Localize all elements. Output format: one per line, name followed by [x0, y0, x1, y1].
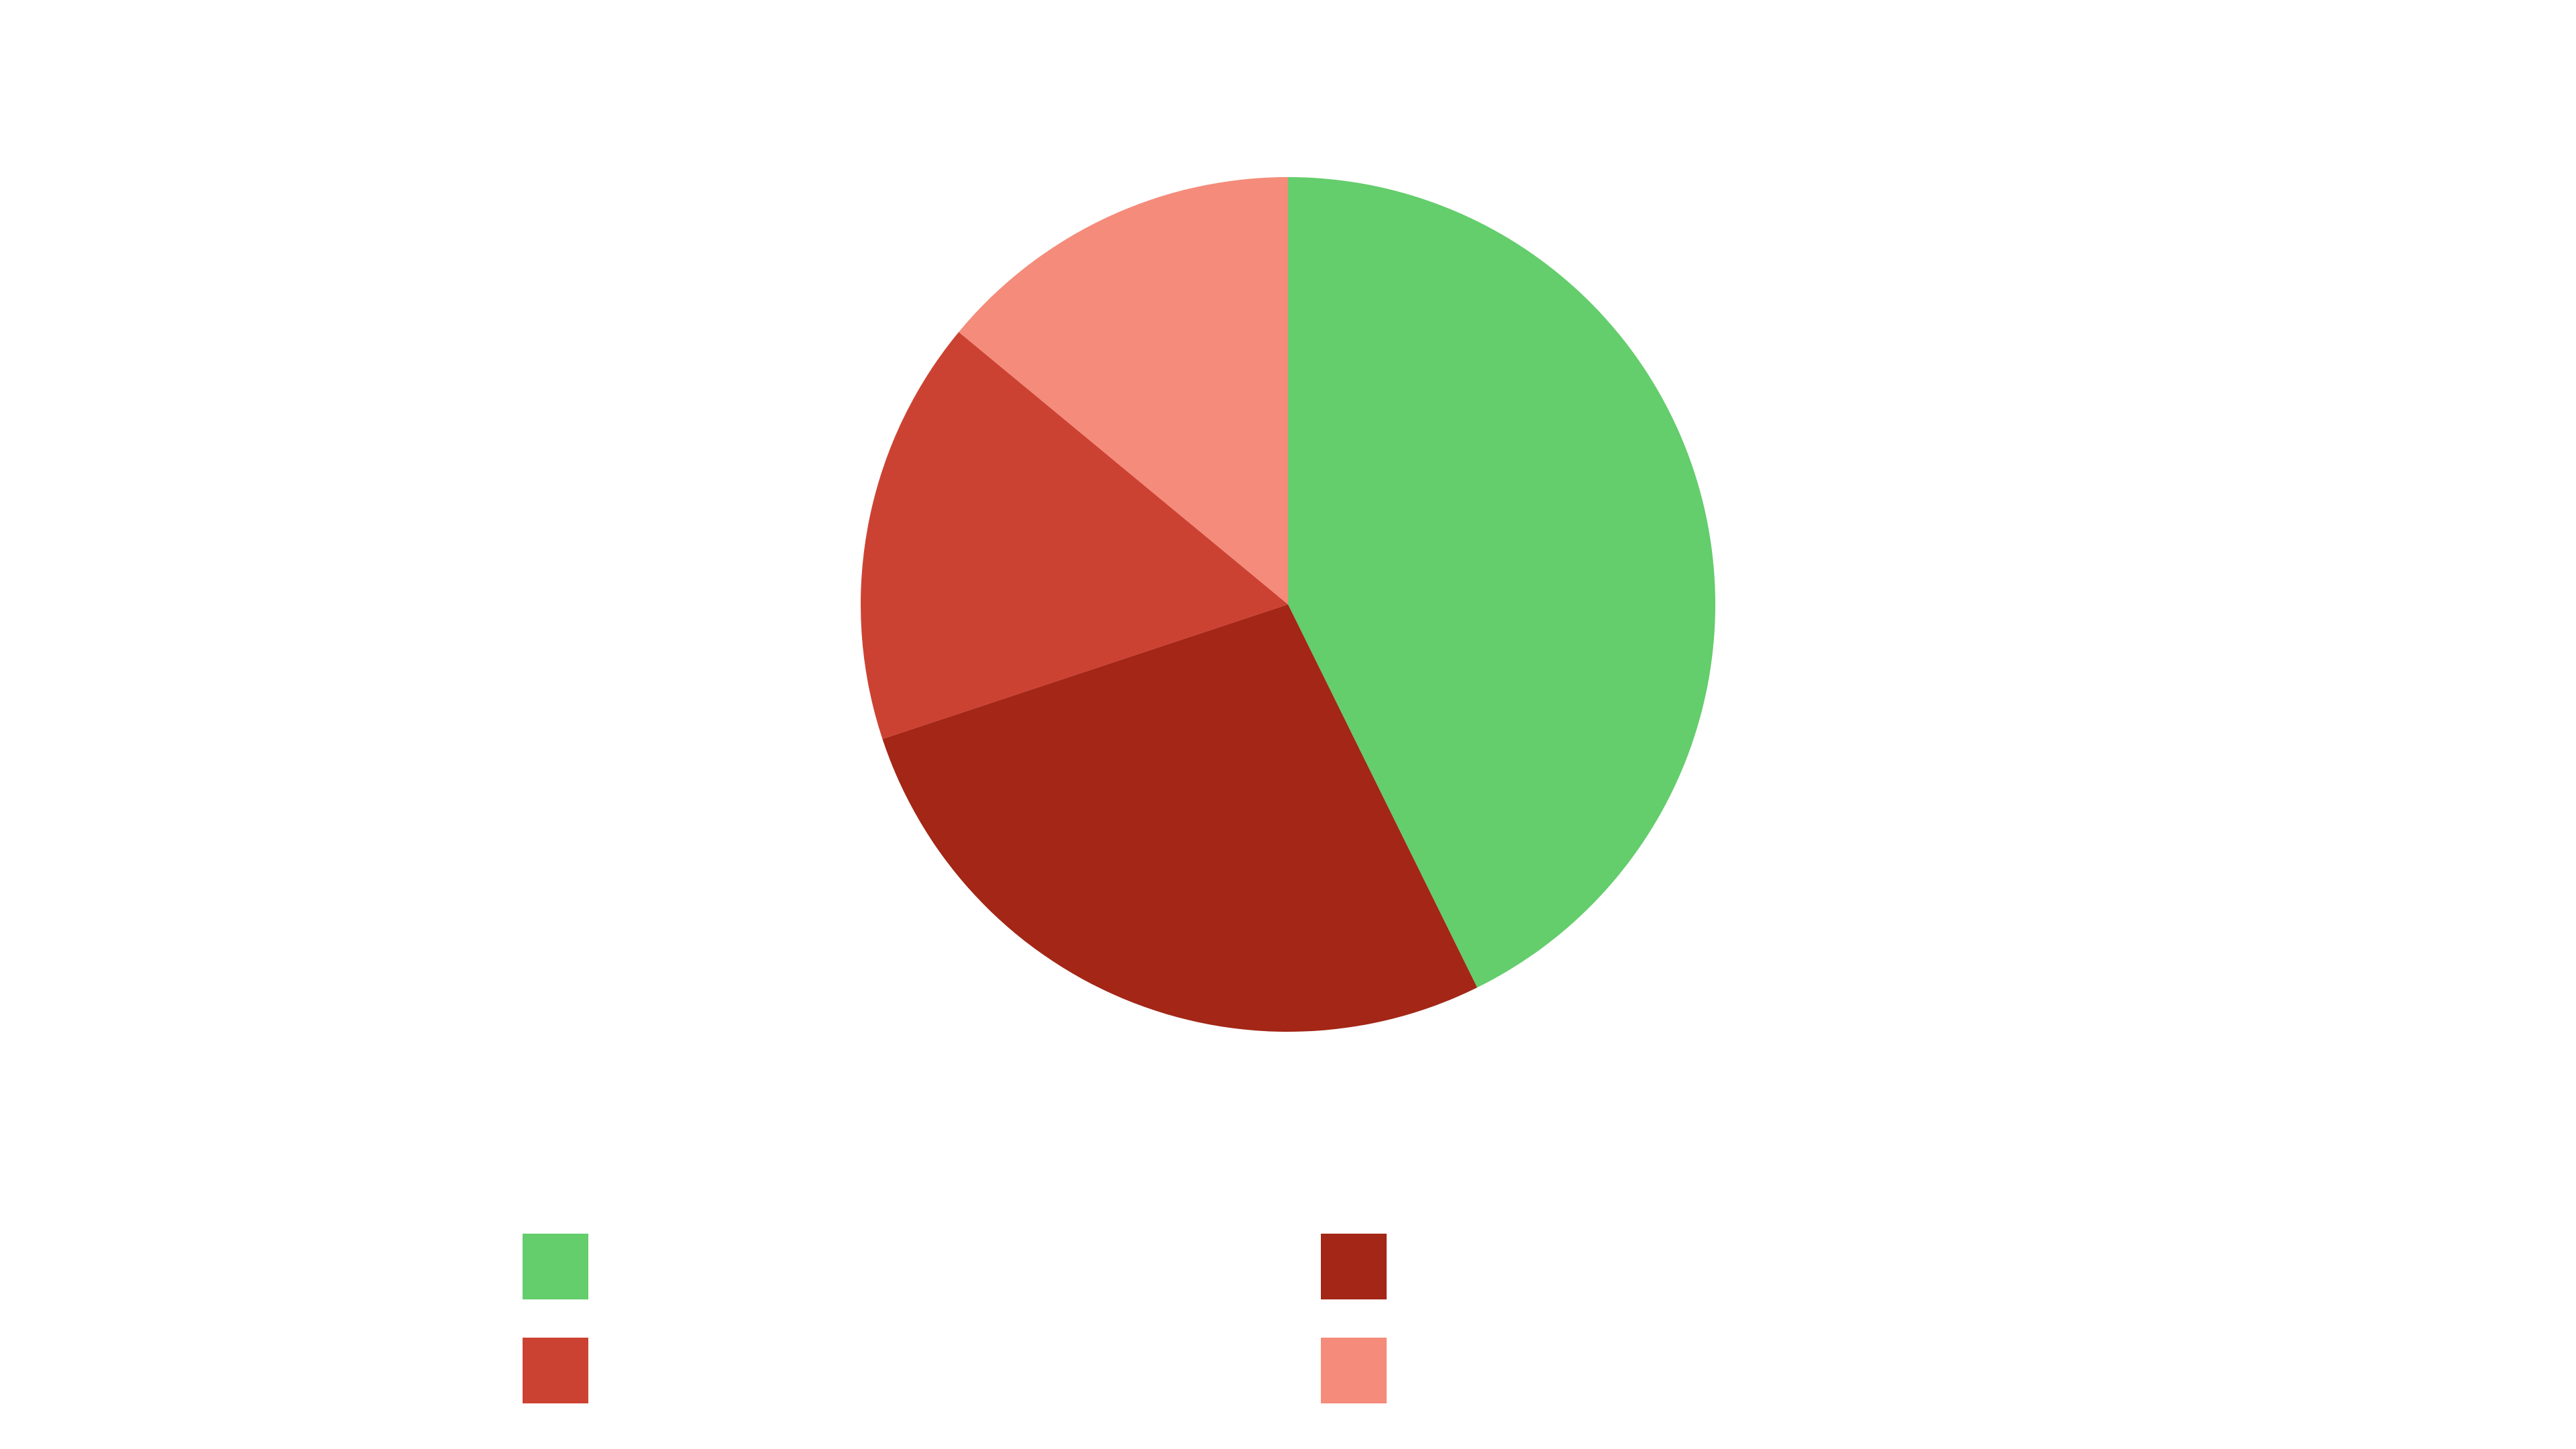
pie-slice [882, 604, 1478, 1032]
legend-swatch [1321, 1338, 1387, 1403]
pie-slice [959, 177, 1288, 604]
pie-slice [1288, 177, 1716, 988]
legend-swatch [523, 1338, 588, 1403]
legend-swatch [1321, 1234, 1387, 1299]
pie-slice [861, 331, 1288, 739]
legend-swatch [523, 1234, 588, 1299]
